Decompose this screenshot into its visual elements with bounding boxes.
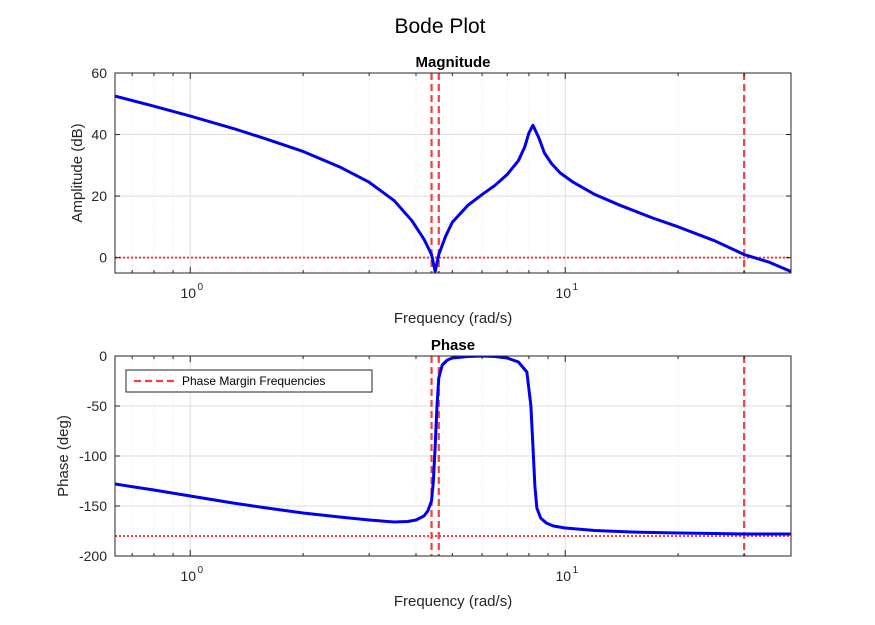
- grid-lines: [115, 356, 791, 556]
- phase-subtitle: Phase: [431, 337, 475, 354]
- y-tick-label: -50: [87, 398, 107, 414]
- magnitude-curve: [115, 94, 791, 273]
- x-axis-label: Frequency (rad/s): [394, 310, 512, 327]
- x-tick-label: 10: [180, 568, 196, 584]
- x-tick-exponent: 0: [197, 565, 203, 576]
- y-tick-label: 60: [91, 65, 107, 81]
- y-axis-label: Amplitude (dB): [69, 123, 86, 222]
- magnitude-subtitle: Magnitude: [416, 54, 491, 71]
- y-tick-label: -100: [79, 448, 107, 464]
- y-tick-label: 0: [99, 250, 107, 266]
- figure-title: Bode Plot: [394, 15, 485, 38]
- legend-box: [125, 369, 373, 393]
- x-tick-exponent: 1: [572, 282, 578, 293]
- y-tick-label: -150: [79, 498, 107, 514]
- x-tick-label: 10: [180, 285, 196, 301]
- plot-area: [115, 73, 791, 273]
- y-tick-label: 20: [91, 188, 107, 204]
- grid-lines: [115, 73, 791, 273]
- x-axis-label: Frequency (rad/s): [394, 593, 512, 610]
- legend: Phase Margin Frequencies: [125, 369, 373, 393]
- y-tick-label: -200: [79, 548, 107, 564]
- legend-label: Phase Margin Frequencies: [182, 374, 325, 388]
- x-tick-label: 10: [555, 568, 571, 584]
- x-tick-exponent: 1: [572, 565, 578, 576]
- y-tick-label: 0: [99, 348, 107, 364]
- x-tick-label: 10: [555, 285, 571, 301]
- y-tick-label: 40: [91, 127, 107, 143]
- x-tick-exponent: 0: [197, 282, 203, 293]
- plot-content: [115, 73, 791, 273]
- axes-box: [114, 72, 792, 274]
- y-axis-label: Phase (deg): [55, 415, 72, 497]
